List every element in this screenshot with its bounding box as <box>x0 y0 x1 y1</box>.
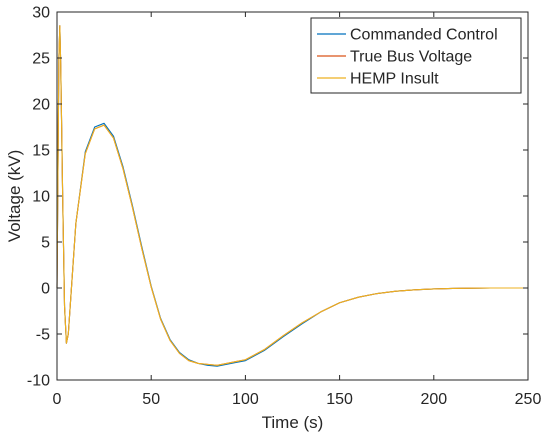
legend-label-hemp-insult: HEMP Insult <box>350 71 439 88</box>
x-axis-label: Time (s) <box>262 413 324 432</box>
y-tick-label: 20 <box>32 97 50 114</box>
legend-label-commanded-control: Commanded Control <box>350 27 498 44</box>
x-tick-label: 150 <box>326 391 353 408</box>
y-tick-label: 25 <box>32 51 50 68</box>
series-layer <box>56 25 528 367</box>
x-tick-label: 100 <box>232 391 259 408</box>
y-tick-label: -5 <box>36 327 50 344</box>
legend-label-true-bus-voltage: True Bus Voltage <box>350 49 472 66</box>
x-tick-label: 50 <box>142 391 160 408</box>
y-tick-label: 5 <box>41 235 50 252</box>
legend: Commanded Control True Bus Voltage HEMP … <box>310 17 522 94</box>
x-tick-label: 0 <box>53 391 62 408</box>
y-tick-label: 15 <box>32 143 50 160</box>
y-tick-label: 30 <box>32 5 50 22</box>
series-line-hemp-insult <box>56 25 528 366</box>
x-tick-label: 200 <box>420 391 447 408</box>
y-tick-label: 10 <box>32 189 50 206</box>
y-axis-label: Voltage (kV) <box>5 150 24 243</box>
tick-layer: 0 50 100 150 200 250 -10 -5 0 5 10 15 20 25 30 <box>27 5 542 409</box>
x-tick-label: 250 <box>515 391 542 408</box>
y-tick-label: 0 <box>41 281 50 298</box>
y-tick-label: -10 <box>27 373 50 390</box>
